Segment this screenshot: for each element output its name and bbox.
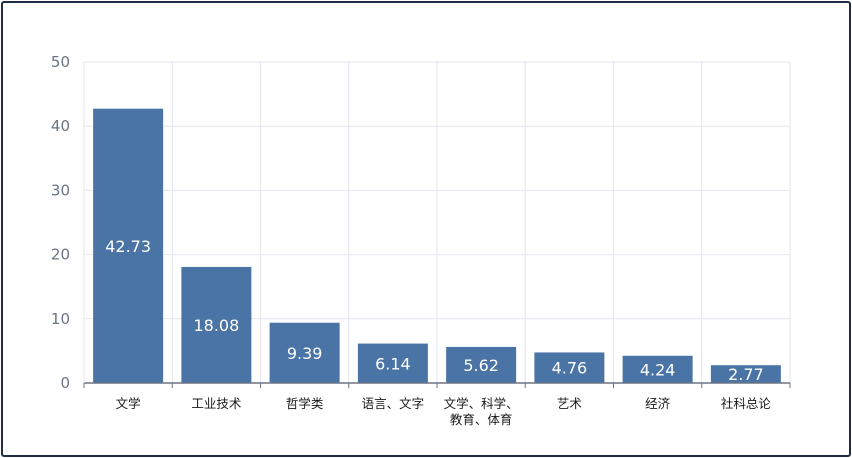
value-label: 5.62 xyxy=(463,356,499,375)
x-axis xyxy=(83,62,791,388)
y-tick-label: 10 xyxy=(51,310,70,328)
y-axis-ticks: 0 10 20 30 40 50 xyxy=(51,53,70,392)
bar xyxy=(534,352,605,383)
bar xyxy=(446,346,517,383)
bar xyxy=(710,365,781,383)
value-label: 18.08 xyxy=(193,316,239,335)
y-tick-label: 50 xyxy=(51,53,70,71)
category-label: 经济 xyxy=(645,396,671,411)
value-label: 6.14 xyxy=(375,354,411,373)
bar xyxy=(622,355,693,383)
bar xyxy=(181,266,252,383)
value-label: 9.39 xyxy=(287,344,323,363)
bar xyxy=(357,343,428,383)
category-label-line: 哲学类 xyxy=(286,396,324,411)
bars xyxy=(93,108,781,383)
category-label-line: 社科总论 xyxy=(721,396,772,411)
y-tick-label: 40 xyxy=(51,117,70,135)
y-tick-label: 20 xyxy=(51,246,70,264)
bar xyxy=(93,108,164,383)
value-label: 4.24 xyxy=(640,360,676,379)
value-label: 2.77 xyxy=(728,365,764,384)
category-label: 艺术 xyxy=(557,396,583,411)
category-label-line: 工业技术 xyxy=(191,396,242,411)
category-labels: 文学 工业技术 哲学类 语言、文字 文学、科学、教育、体育 艺术 经济 社科总论 xyxy=(116,396,772,427)
category-label-line: 文学 xyxy=(116,396,141,411)
y-tick-label: 0 xyxy=(60,374,70,392)
category-label-line: 经济 xyxy=(645,396,671,411)
y-tick-label: 30 xyxy=(51,181,70,199)
category-label: 社科总论 xyxy=(721,396,772,411)
category-label-line: 语言、文字 xyxy=(362,396,425,411)
category-label-line: 教育、体育 xyxy=(450,412,513,427)
bar xyxy=(269,322,340,383)
category-label-line: 艺术 xyxy=(557,396,583,411)
category-label: 哲学类 xyxy=(286,396,324,411)
category-label: 文学、科学、教育、体育 xyxy=(444,396,519,427)
category-label: 文学 xyxy=(116,396,141,411)
category-label-line: 文学、科学、 xyxy=(444,396,519,411)
category-label: 语言、文字 xyxy=(362,396,425,411)
value-label: 4.76 xyxy=(552,359,588,378)
value-labels: 42.73 18.08 9.39 6.14 5.62 4.76 4.24 2.77 xyxy=(105,237,763,384)
category-label: 工业技术 xyxy=(191,396,242,411)
value-label: 42.73 xyxy=(105,237,151,256)
